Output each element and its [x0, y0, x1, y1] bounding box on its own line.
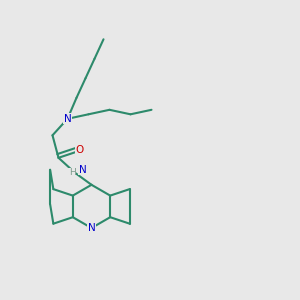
Text: N: N: [88, 223, 95, 233]
Text: O: O: [75, 145, 84, 155]
Text: N: N: [79, 165, 86, 175]
Text: H: H: [69, 168, 75, 177]
Text: N: N: [64, 114, 71, 124]
